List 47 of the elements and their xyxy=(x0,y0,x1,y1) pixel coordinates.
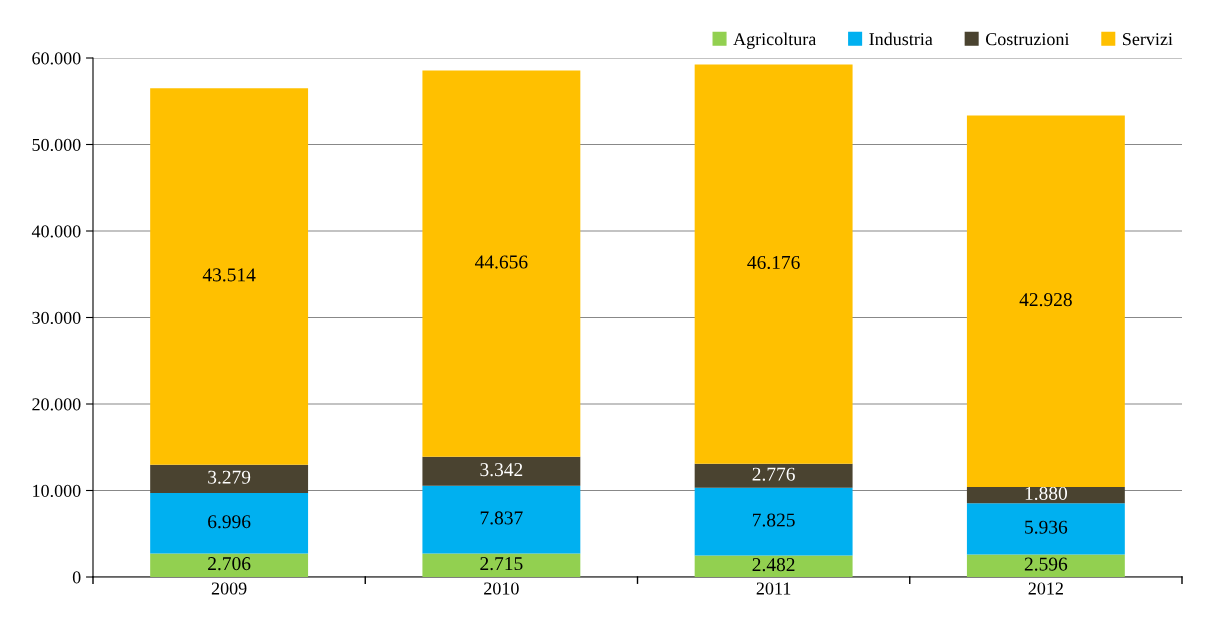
y-tick-label: 20.000 xyxy=(32,398,81,411)
bar xyxy=(150,553,309,577)
y-tick-label: 10.000 xyxy=(33,484,81,498)
x-tick-label: 2010 xyxy=(484,582,519,595)
data-label: 2.596 xyxy=(1024,557,1068,571)
legend-label: Servizi xyxy=(1123,33,1173,46)
x-tick-label: 2012 xyxy=(1028,582,1063,595)
legend-label: Costruzioni xyxy=(985,33,1070,46)
data-label: 2.776 xyxy=(752,467,795,481)
data-label: 7.837 xyxy=(480,511,523,525)
y-tick-label: 30.000 xyxy=(32,311,81,325)
bar xyxy=(694,487,853,556)
y-tick-label: 40.000 xyxy=(31,225,81,238)
data-label: 42.928 xyxy=(1019,293,1072,307)
data-label: 5.936 xyxy=(1025,520,1068,534)
bar xyxy=(150,88,309,465)
legend-label: Agricoltura xyxy=(733,32,817,49)
data-label: 2.706 xyxy=(208,557,251,571)
bar xyxy=(422,553,581,577)
bar xyxy=(422,70,581,457)
data-label: 1.880 xyxy=(1025,486,1068,501)
bar xyxy=(422,485,581,554)
x-tick-label: 2011 xyxy=(756,582,791,595)
data-label: 44.656 xyxy=(475,255,528,269)
bar xyxy=(966,503,1125,555)
bar xyxy=(966,554,1125,577)
y-tick-label: 50.000 xyxy=(32,138,81,152)
bar xyxy=(694,64,853,464)
x-tick-label: 2009 xyxy=(211,582,247,595)
data-label: 43.514 xyxy=(202,268,256,282)
data-label: 2.715 xyxy=(480,557,523,571)
data-label: 3.342 xyxy=(480,463,523,477)
bar xyxy=(694,555,853,577)
bar xyxy=(694,463,853,488)
bar xyxy=(422,456,581,486)
bar xyxy=(966,115,1125,487)
data-label: 3.279 xyxy=(208,470,251,484)
y-tick-label: 0 xyxy=(72,571,81,584)
bar xyxy=(150,493,309,554)
y-tick-label: 60.000 xyxy=(32,52,81,65)
legend-label: Industria xyxy=(869,32,933,46)
data-label: 2.482 xyxy=(752,558,795,572)
bar xyxy=(966,486,1125,504)
data-label: 7.825 xyxy=(753,513,795,527)
data-label: 46.176 xyxy=(747,255,800,270)
bar xyxy=(150,464,309,494)
data-label: 6.996 xyxy=(208,515,251,529)
